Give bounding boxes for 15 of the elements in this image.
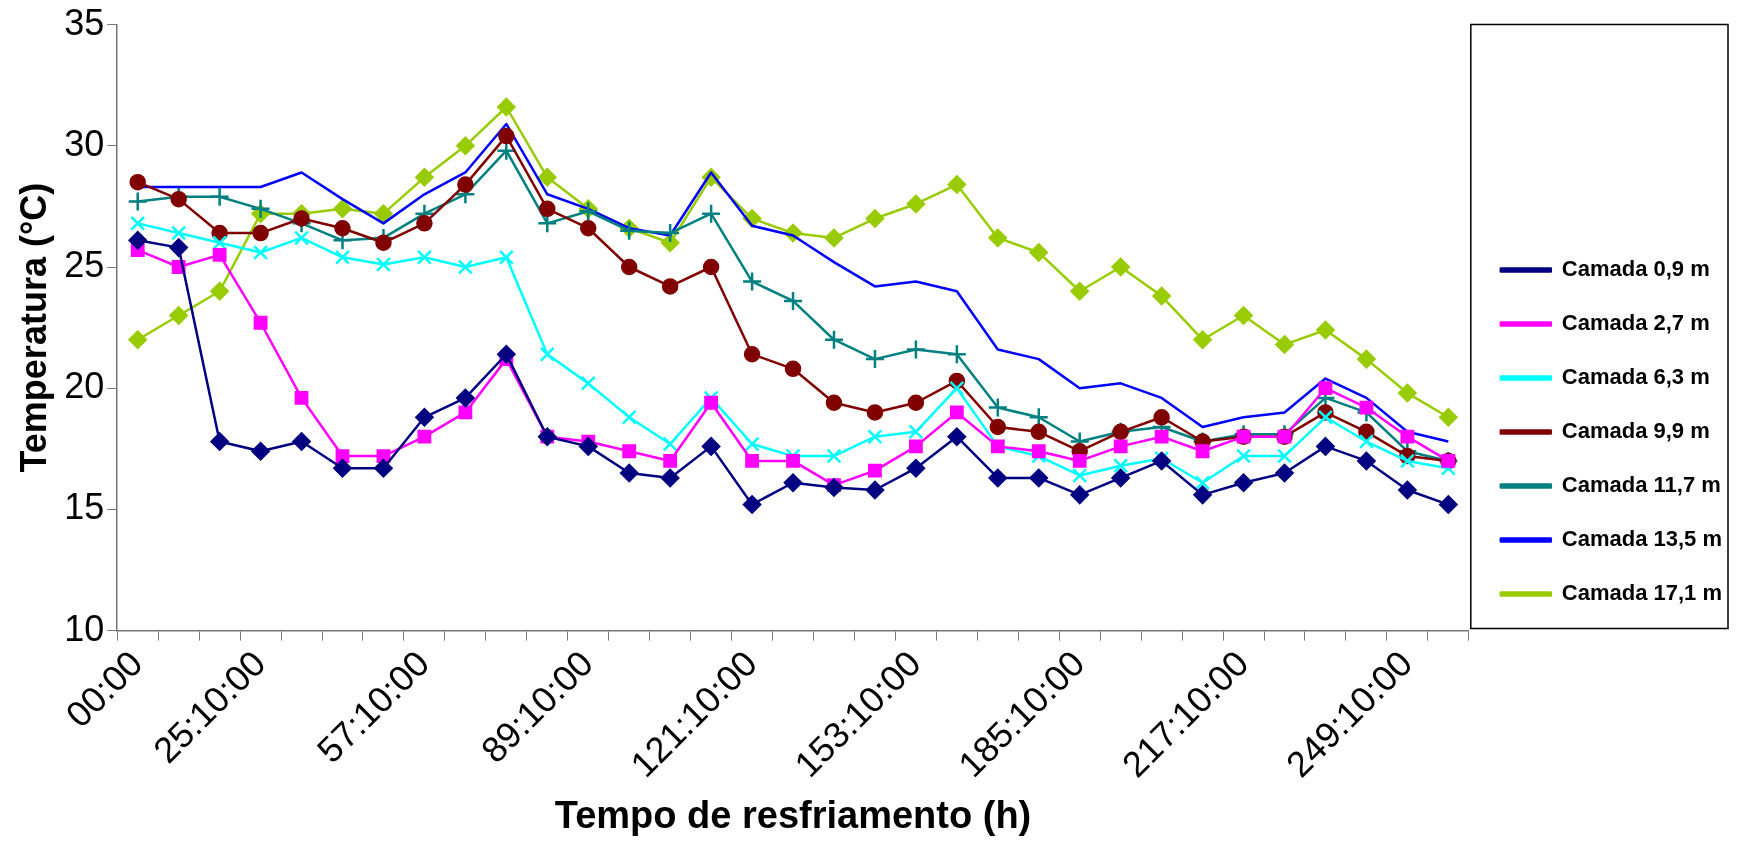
y-tick-label: 15 [64, 486, 105, 528]
legend-label: Camada 0,9 m [1561, 256, 1710, 282]
legend-label: Camada 11,7 m [1561, 472, 1721, 498]
x-axis-title: Tempo de resfriamento (h) [554, 793, 1032, 836]
legend-label: Camada 13,5 m [1561, 526, 1722, 552]
legend-label: Camada 6,3 m [1561, 364, 1710, 390]
y-tick-label: 30 [64, 122, 105, 164]
y-tick-label: 10 [64, 607, 105, 649]
y-axis-title: Temperatura (°C) [12, 182, 54, 473]
y-tick-label: 20 [64, 365, 105, 407]
legend-label: Camada 2,7 m [1561, 310, 1710, 336]
legend-label: Camada 17,1 m [1561, 580, 1722, 606]
y-tick-label: 25 [64, 243, 105, 285]
legend-label: Camada 9,9 m [1561, 418, 1710, 444]
y-tick-label: 35 [64, 1, 105, 43]
